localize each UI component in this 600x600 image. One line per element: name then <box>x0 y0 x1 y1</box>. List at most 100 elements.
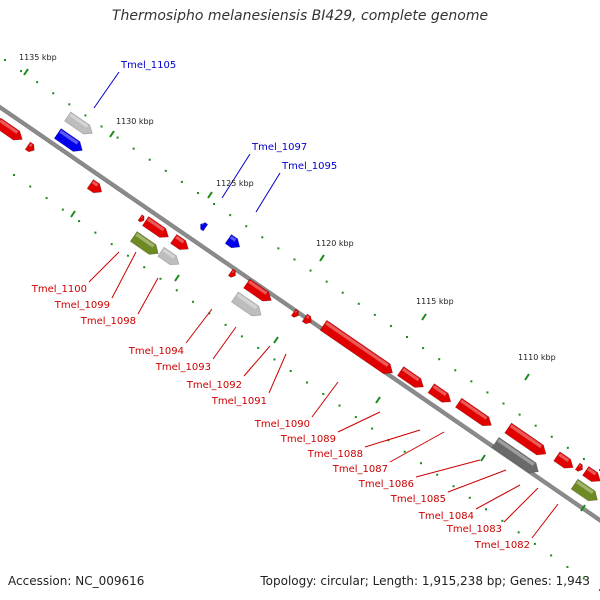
inner-rail-dot <box>29 185 32 188</box>
tick-label: 1110 kbp <box>518 353 556 362</box>
label-leader <box>221 153 251 199</box>
outer-rail-dot <box>52 92 55 95</box>
gene-label: Tmel_1088 <box>307 449 363 460</box>
inner-rail-dot <box>289 369 292 372</box>
accession-text: Accession: NC_009616 <box>8 574 145 588</box>
label-leader <box>88 251 120 283</box>
gene-label: Tmel_1085 <box>390 494 446 505</box>
gene-highlight <box>175 235 185 244</box>
gene-body <box>231 291 262 317</box>
inner-rail-dot <box>208 312 211 315</box>
gene-body <box>491 436 539 474</box>
outer-rail-dot <box>309 269 312 272</box>
gene-feature <box>319 319 393 375</box>
gene-feature <box>243 278 272 302</box>
gene-body <box>396 366 424 388</box>
inner-rail-dot <box>78 220 81 223</box>
label-leader <box>475 484 521 510</box>
gene-highlight <box>59 129 79 145</box>
gene-body <box>64 111 93 135</box>
outer-rail-dot <box>325 280 328 283</box>
inner-rail-dot <box>517 531 520 534</box>
tick-label: 1120 kbp <box>316 239 354 248</box>
gene-highlight <box>497 438 535 466</box>
scale-tick <box>319 254 325 262</box>
label-leader <box>503 487 539 523</box>
inner-rail-dot <box>273 358 276 361</box>
scale-tick <box>524 373 530 381</box>
outer-rail-dot <box>148 158 151 161</box>
outer-rail-dot <box>4 59 6 61</box>
inner-rail-dot <box>94 231 97 234</box>
gene-label: Tmel_1099 <box>54 300 110 311</box>
inner-rail-dot <box>354 416 357 419</box>
scale-tick <box>421 313 427 321</box>
outer-rail-dot <box>36 81 39 84</box>
inner-rail-dot <box>501 519 504 522</box>
gene-body <box>504 422 547 456</box>
tick-label: 1130 kbp <box>116 117 154 126</box>
gene-label: Tmel_1090 <box>254 419 310 430</box>
gene-feature <box>582 465 600 482</box>
gene-label: Tmel_1094 <box>128 346 184 357</box>
inner-rail-dot <box>175 289 178 292</box>
inner-rail-dot <box>126 254 129 257</box>
scale-tick <box>109 130 115 138</box>
scale-tick <box>207 191 213 199</box>
gene-feature <box>427 383 452 403</box>
outer-rail-dot <box>277 247 280 250</box>
inner-rail-dot <box>485 508 488 511</box>
gene-labels: Tmel_1105 Tmel_1097 Tmel_1095 Tmel_1100 Tmel… <box>31 60 530 551</box>
gene-highlight <box>147 217 165 232</box>
gene-body <box>290 308 299 318</box>
gene-label: Tmel_1095 <box>281 161 337 172</box>
gene-body <box>553 451 574 469</box>
inner-rail-dot <box>419 462 422 465</box>
inner-rail-dot <box>257 346 260 349</box>
gene-feature <box>0 117 23 141</box>
gene-body <box>243 278 272 302</box>
label-leaders <box>88 71 559 539</box>
gene-body <box>170 233 189 250</box>
inner-rail-dot <box>240 335 243 338</box>
label-leader <box>268 353 287 394</box>
outer-rail-dot <box>132 147 135 150</box>
outer-rail-dot <box>100 125 103 128</box>
label-leader <box>364 429 421 448</box>
inner-rail-dot <box>371 427 374 430</box>
gene-body <box>227 268 236 278</box>
gene-body <box>137 214 145 223</box>
outer-rail-dot <box>20 70 23 73</box>
gene-highlight <box>587 467 597 476</box>
gene-highlight <box>402 367 420 382</box>
label-leader <box>185 308 213 344</box>
outer-rail-dot <box>470 380 473 383</box>
gene-feature <box>227 268 236 278</box>
gene-label: Tmel_1100 <box>31 284 87 295</box>
gene-label: Tmel_1097 <box>251 142 307 153</box>
gene-highlight <box>135 232 155 248</box>
outer-rail-dot <box>180 180 183 183</box>
gene-highlight <box>0 119 19 134</box>
gene-body <box>224 234 241 249</box>
gene-body <box>24 141 35 153</box>
outer-rail-dot <box>438 358 441 361</box>
gene-features <box>0 111 600 502</box>
outer-rail-dot <box>582 457 585 460</box>
gene-feature <box>224 234 241 249</box>
outer-rail-dot <box>406 336 409 339</box>
gene-feature <box>454 397 492 427</box>
scale-tick <box>174 274 180 282</box>
gene-highlight <box>576 480 594 495</box>
map-title: Thermosipho melanesiensis BI429, complet… <box>111 8 489 24</box>
gene-body <box>141 216 169 238</box>
outer-rail-dot <box>261 236 264 239</box>
gene-highlight <box>69 113 89 128</box>
gene-feature <box>53 128 83 152</box>
gene-feature <box>290 308 299 318</box>
outer-rail-dot <box>357 302 360 305</box>
gene-label: Tmel_1093 <box>155 362 211 373</box>
label-leader <box>531 503 559 539</box>
label-leader <box>415 459 481 478</box>
inner-rail-dot <box>533 542 536 545</box>
